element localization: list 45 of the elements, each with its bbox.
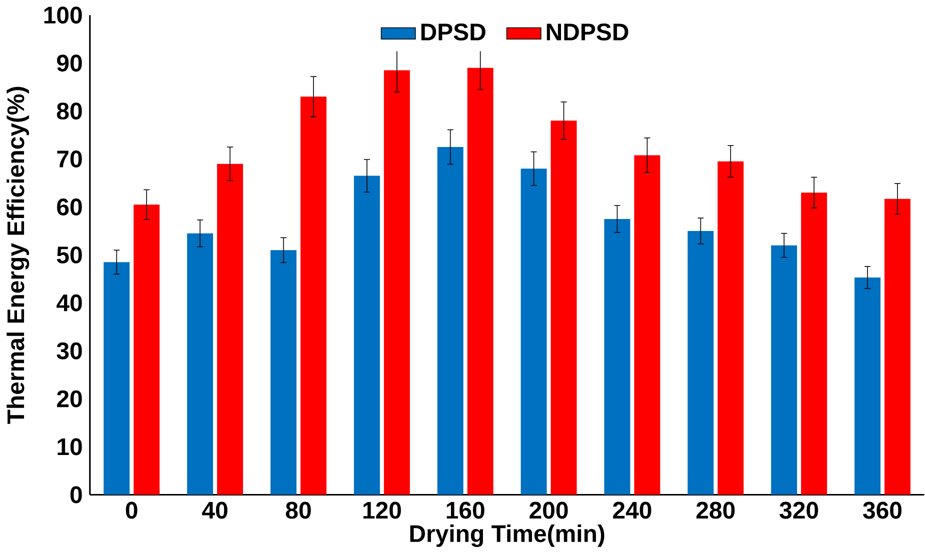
x-tick-label: 360 xyxy=(863,502,902,519)
bar xyxy=(217,164,244,495)
bar xyxy=(520,168,547,495)
bar xyxy=(437,147,464,495)
bar xyxy=(270,250,296,495)
y-tick-label: 0 xyxy=(70,486,82,504)
y-tick-label: 60 xyxy=(57,198,82,216)
x-tick-label: 200 xyxy=(530,502,568,519)
y-tick-label: 20 xyxy=(57,390,82,408)
legend-label: NDPSD xyxy=(546,24,628,41)
y-tick-label: 90 xyxy=(57,54,82,72)
bar xyxy=(771,246,798,495)
x-tick-label: 280 xyxy=(696,502,735,519)
y-tick-label: 80 xyxy=(56,102,82,120)
x-tick-label: 80 xyxy=(286,502,311,519)
bar xyxy=(634,155,660,495)
bar xyxy=(354,176,380,495)
x-tick-label: 120 xyxy=(363,502,401,519)
x-axis-title: Drying Time(min) xyxy=(410,524,604,548)
x-tick-label: 240 xyxy=(613,502,652,519)
y-tick-label: 100 xyxy=(44,6,82,24)
y-tick-label: 50 xyxy=(56,246,82,264)
x-tick-label: 0 xyxy=(126,502,138,519)
bar xyxy=(187,234,214,495)
bar xyxy=(300,96,326,495)
y-tick-label: 70 xyxy=(57,150,82,168)
bar xyxy=(854,278,880,495)
bar xyxy=(688,231,714,495)
y-tick-label: 40 xyxy=(56,294,82,312)
bar xyxy=(134,204,160,495)
bar xyxy=(104,262,130,495)
bar xyxy=(467,68,494,495)
y-axis-title: Thermal Energy Efficiency(%) xyxy=(6,87,30,424)
bar xyxy=(801,192,828,495)
x-tick-label: 320 xyxy=(780,502,818,519)
bar xyxy=(884,199,910,495)
bar xyxy=(550,120,577,495)
x-tick-label: 160 xyxy=(446,502,484,519)
x-tick-label: 40 xyxy=(202,502,228,519)
bar xyxy=(604,219,630,495)
legend-label: DPSD xyxy=(421,24,486,41)
bar xyxy=(718,162,744,495)
bar xyxy=(384,70,410,495)
y-tick-label: 30 xyxy=(56,342,82,360)
y-tick-label: 10 xyxy=(58,438,82,456)
